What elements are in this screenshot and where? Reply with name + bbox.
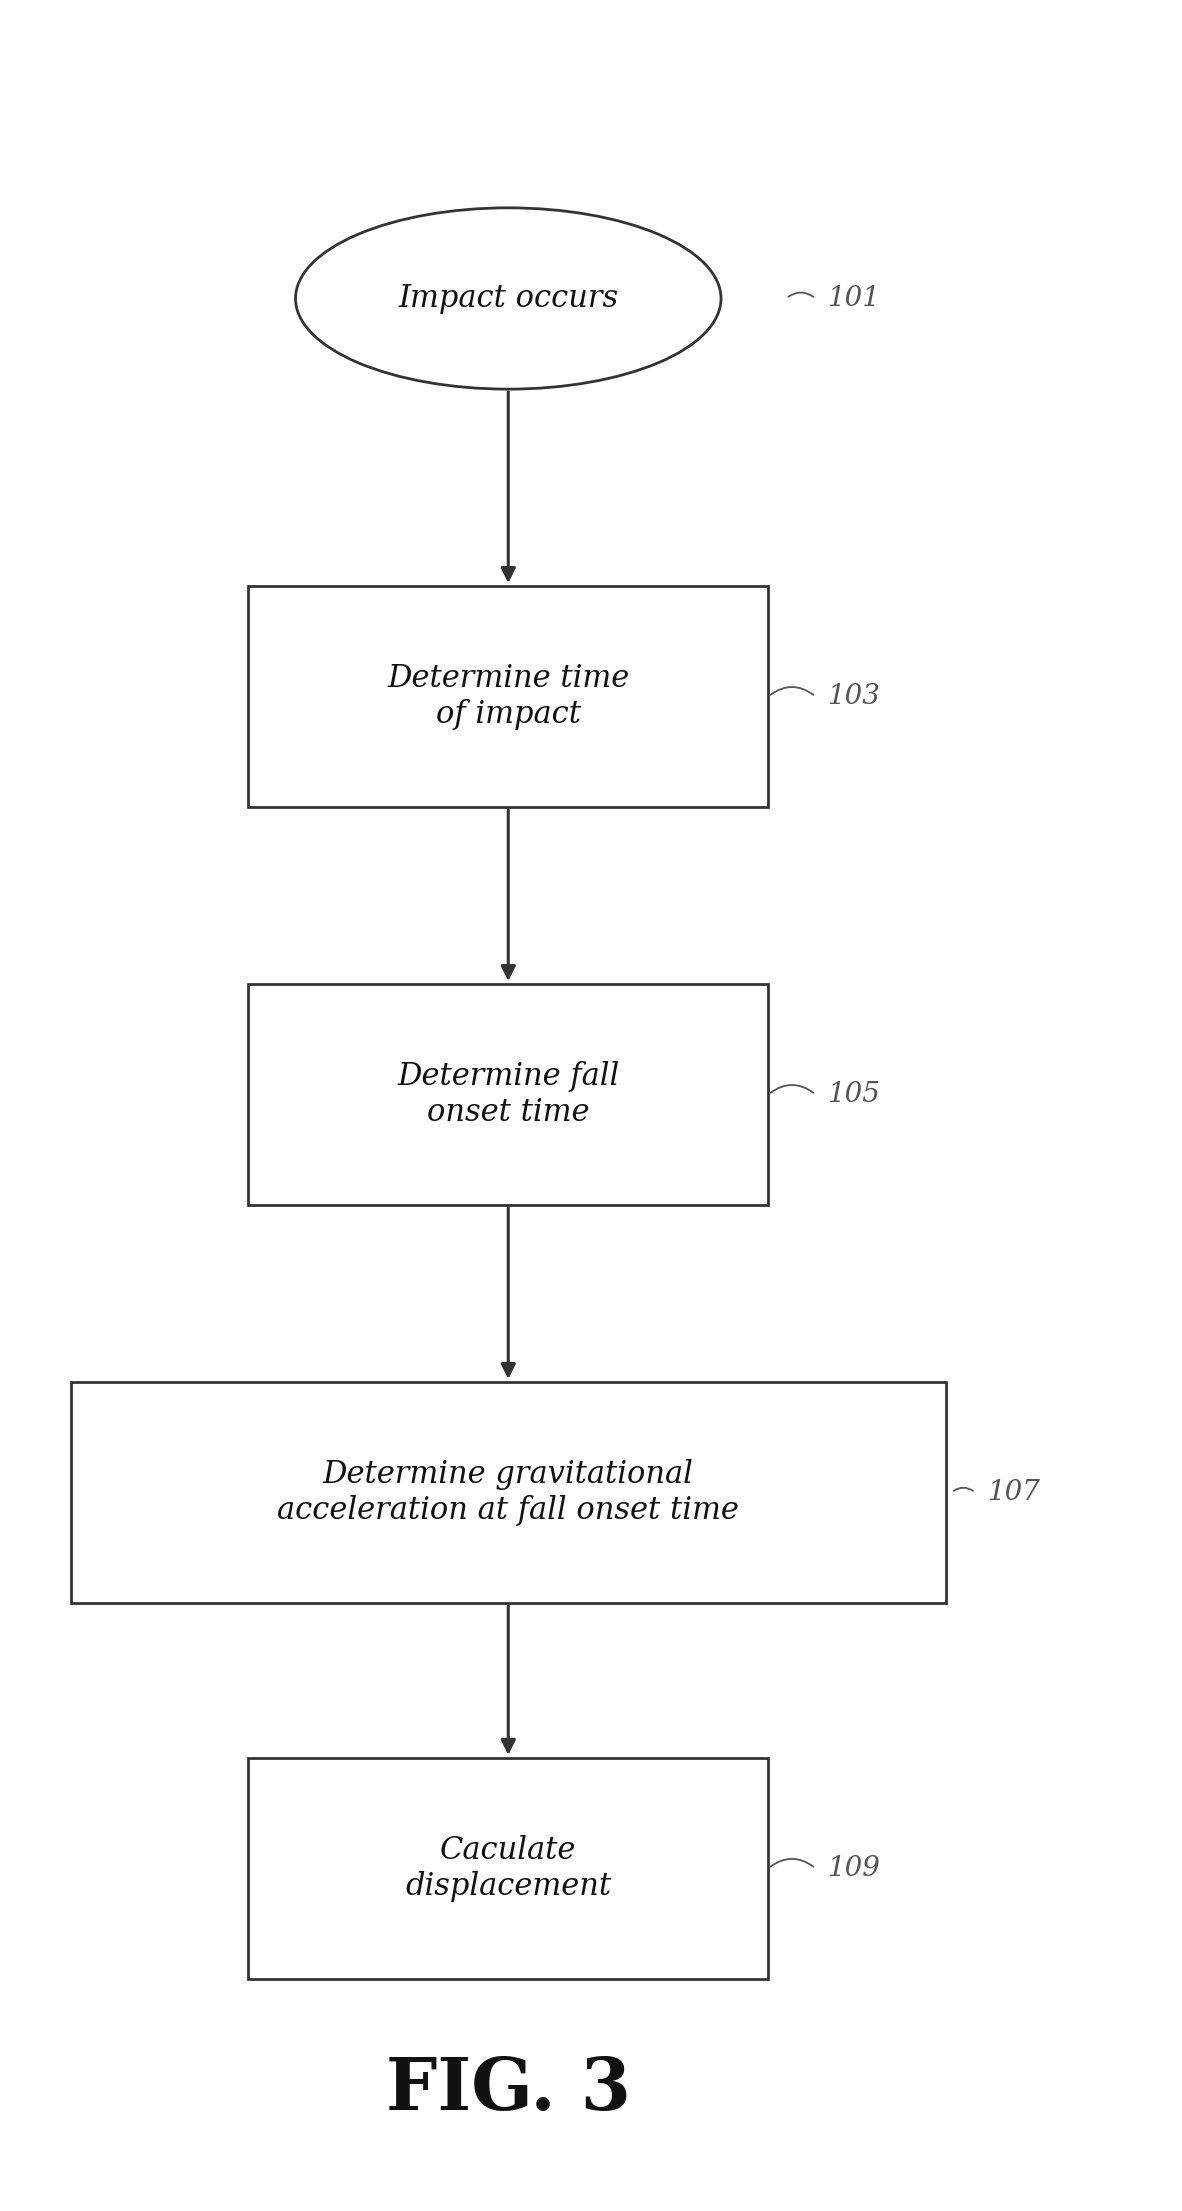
Text: Determine time
of impact: Determine time of impact (388, 663, 629, 730)
Text: 103: 103 (827, 683, 881, 710)
Text: Determine fall
onset time: Determine fall onset time (397, 1061, 619, 1128)
Text: 105: 105 (827, 1081, 881, 1108)
FancyBboxPatch shape (248, 586, 768, 807)
Text: 109: 109 (827, 1855, 881, 1882)
Text: 101: 101 (827, 285, 881, 312)
Text: FIG. 3: FIG. 3 (385, 2054, 631, 2125)
Text: 107: 107 (987, 1479, 1040, 1506)
Ellipse shape (296, 208, 721, 389)
Text: Caculate
displacement: Caculate displacement (405, 1835, 611, 1901)
Text: Determine gravitational
acceleration at fall onset time: Determine gravitational acceleration at … (278, 1459, 739, 1526)
FancyBboxPatch shape (71, 1382, 946, 1603)
FancyBboxPatch shape (248, 1758, 768, 1979)
FancyBboxPatch shape (248, 984, 768, 1205)
Text: Impact occurs: Impact occurs (398, 283, 618, 314)
